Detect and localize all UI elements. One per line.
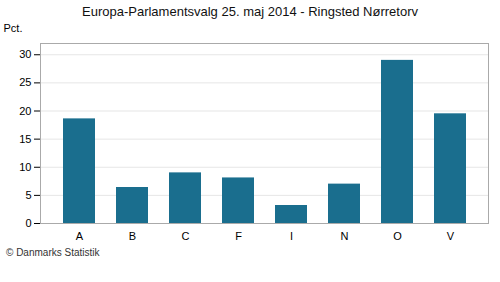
html-text:Europa-Parlamentsvalg 25. maj: Europa-Parlamentsvalg 25. maj 2014 - Rin… [82,4,418,19]
svg-text:V: V [447,230,455,242]
svg-text:B: B [129,230,136,242]
svg-text:20: 20 [19,105,31,117]
svg-text:30: 30 [19,48,31,60]
svg-text:5: 5 [25,189,31,201]
svg-text:I: I [290,230,293,242]
svg-text:25: 25 [19,76,31,88]
svg-text:N: N [341,230,349,242]
svg-text:C: C [182,230,190,242]
svg-text:Pct.: Pct. [4,22,23,34]
svg-text:10: 10 [19,161,31,173]
svg-text:15: 15 [19,133,31,145]
svg-text:O: O [393,230,402,242]
svg-text:A: A [76,230,84,242]
svg-text:0: 0 [25,217,31,229]
svg-text:F: F [235,230,242,242]
html-text:© Danmarks Statistik: © Danmarks Statistik [6,247,100,258]
